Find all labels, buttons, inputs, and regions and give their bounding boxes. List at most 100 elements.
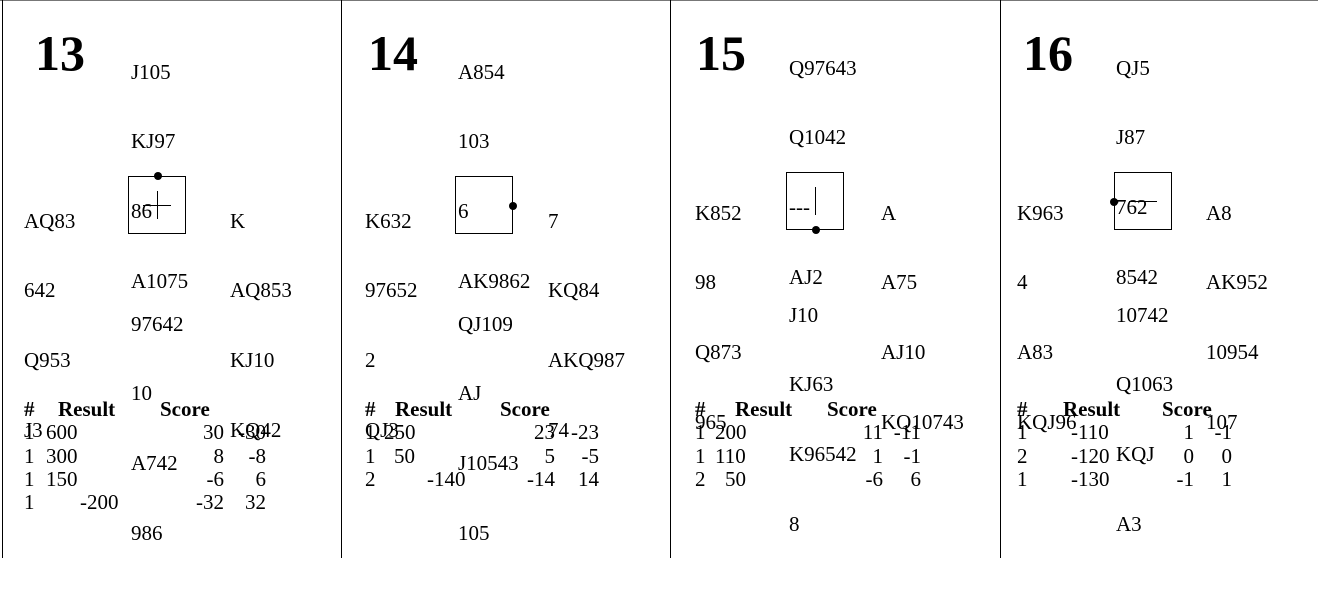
header-hash: # xyxy=(695,397,706,421)
east-diamonds: KJ10 xyxy=(230,348,275,373)
horizontal-bar-icon xyxy=(1110,172,1172,230)
south-clubs: A3 xyxy=(1116,512,1142,537)
row-score-b: 6 xyxy=(910,466,922,491)
row-num: 1 xyxy=(24,466,35,491)
row-num: 1 xyxy=(365,420,376,445)
row-score-b: -8 xyxy=(248,443,267,468)
west-diamonds: 2 xyxy=(365,348,376,373)
row-result: -120 xyxy=(1071,443,1110,468)
bridge-results-sheet: 13 J105 KJ97 86 A1075 AQ83 642 Q953 J3 K… xyxy=(0,0,1318,558)
row-score-a: -6 xyxy=(865,466,884,491)
west-spades: AQ83 xyxy=(24,208,76,233)
row-score-a: -32 xyxy=(196,490,224,515)
west-clubs: QJ3 xyxy=(365,418,399,443)
header-score: Score xyxy=(160,397,210,421)
east-hearts: KQ84 xyxy=(548,278,600,303)
east-hand: K AQ853 KJ10 KQ42 xyxy=(230,163,292,489)
east-hearts: AK952 xyxy=(1206,270,1268,295)
row-score-b: -30 xyxy=(238,420,266,445)
west-diamonds: A83 xyxy=(1017,340,1054,365)
west-clubs: J3 xyxy=(24,418,43,443)
header-result: Result xyxy=(58,397,116,421)
row-num: 1 xyxy=(24,490,35,515)
row-result: 300 xyxy=(46,443,78,468)
row-num: 2 xyxy=(1017,443,1028,468)
east-hearts: A75 xyxy=(881,270,918,295)
row-num: 1 xyxy=(695,420,706,445)
row-score-a: 1 xyxy=(872,443,884,468)
row-score-b: -11 xyxy=(893,420,921,445)
south-dealer-dot xyxy=(812,226,820,234)
horizontal-bar-line xyxy=(1129,201,1157,202)
north-spades: QJ5 xyxy=(1116,55,1150,80)
south-hearts: AJ xyxy=(458,381,482,406)
west-spades: K963 xyxy=(1017,200,1064,225)
row-num: 1 xyxy=(1017,466,1028,491)
south-hand: 10742 Q1063 KQJ A3 xyxy=(1116,257,1173,583)
row-score-b: 0 xyxy=(1221,443,1233,468)
board-15: 15 Q97643 Q1042 --- AJ2 K852 98 Q873 965… xyxy=(671,0,1001,558)
board-13: 13 J105 KJ97 86 A1075 AQ83 642 Q953 J3 K… xyxy=(2,0,342,558)
board-16: 16 QJ5 J87 762 8542 K963 4 A83 KQJ96 A8 … xyxy=(1001,0,1318,558)
row-result: 50 xyxy=(725,466,746,491)
header-score: Score xyxy=(827,397,877,421)
header-score: Score xyxy=(500,397,550,421)
east-dot-icon xyxy=(455,176,517,234)
row-score-a: 5 xyxy=(544,443,556,468)
vertical-bar-line xyxy=(815,187,816,215)
header-score: Score xyxy=(1162,397,1212,421)
header-hash: # xyxy=(1017,397,1028,421)
east-diamonds: 10954 xyxy=(1206,340,1259,365)
header-hash: # xyxy=(365,397,376,421)
board-number: 13 xyxy=(35,25,85,81)
west-hearts: 98 xyxy=(695,270,716,295)
row-score-a: 0 xyxy=(1183,443,1195,468)
south-hand: J10 KJ63 K96542 8 xyxy=(789,257,857,583)
east-spades: A xyxy=(881,200,897,225)
north-spades: J105 xyxy=(131,59,171,84)
west-dealer-dot xyxy=(1110,198,1118,206)
south-diamonds: KQJ xyxy=(1116,442,1155,467)
row-score-a: 11 xyxy=(862,420,883,445)
row-num: 1 xyxy=(24,443,35,468)
east-spades: 7 xyxy=(548,208,559,233)
north-hearts: Q1042 xyxy=(789,125,847,150)
west-spades: K632 xyxy=(365,208,412,233)
north-dealer-dot xyxy=(154,172,162,180)
row-score-a: -1 xyxy=(1176,466,1195,491)
west-clubs: KQJ96 xyxy=(1017,410,1077,435)
south-hand: 97642 10 A742 986 xyxy=(131,266,184,592)
north-hand: A854 103 6 AK9862 xyxy=(458,14,530,340)
north-spades: Q97643 xyxy=(789,55,857,80)
north-hearts: 103 xyxy=(458,129,490,154)
row-num: 1 xyxy=(1017,420,1028,445)
north-hearts: KJ97 xyxy=(131,129,176,154)
south-spades: J10 xyxy=(789,302,819,327)
board-number: 15 xyxy=(696,25,746,81)
north-clubs: AK9862 xyxy=(458,269,531,294)
west-hand: K852 98 Q873 965 xyxy=(695,155,742,481)
south-spades: 97642 xyxy=(131,311,184,336)
header-result: Result xyxy=(1063,397,1121,421)
west-spades: K852 xyxy=(695,200,742,225)
board-divider xyxy=(341,0,342,558)
row-score-b: 1 xyxy=(1221,466,1233,491)
row-num: 1 xyxy=(24,420,35,445)
row-score-b: -5 xyxy=(581,443,600,468)
top-border xyxy=(0,0,1318,1)
vertical-bar-icon xyxy=(786,172,844,234)
board-divider xyxy=(1000,0,1001,558)
board-14: 14 A854 103 6 AK9862 K632 97652 2 QJ3 7 … xyxy=(342,0,671,558)
plus-horizontal-line xyxy=(143,205,171,206)
row-result: 200 xyxy=(715,420,747,445)
row-score-b: 6 xyxy=(255,466,267,491)
north-diamonds: --- xyxy=(789,195,810,220)
west-hearts: 4 xyxy=(1017,270,1028,295)
row-result: -130 xyxy=(1071,466,1110,491)
north-clubs: 8542 xyxy=(1116,265,1158,290)
north-diamonds: 6 xyxy=(458,199,469,224)
south-spades: QJ109 xyxy=(458,311,513,336)
header-result: Result xyxy=(395,397,453,421)
row-result: 110 xyxy=(715,443,746,468)
row-result: -140 xyxy=(427,466,466,491)
